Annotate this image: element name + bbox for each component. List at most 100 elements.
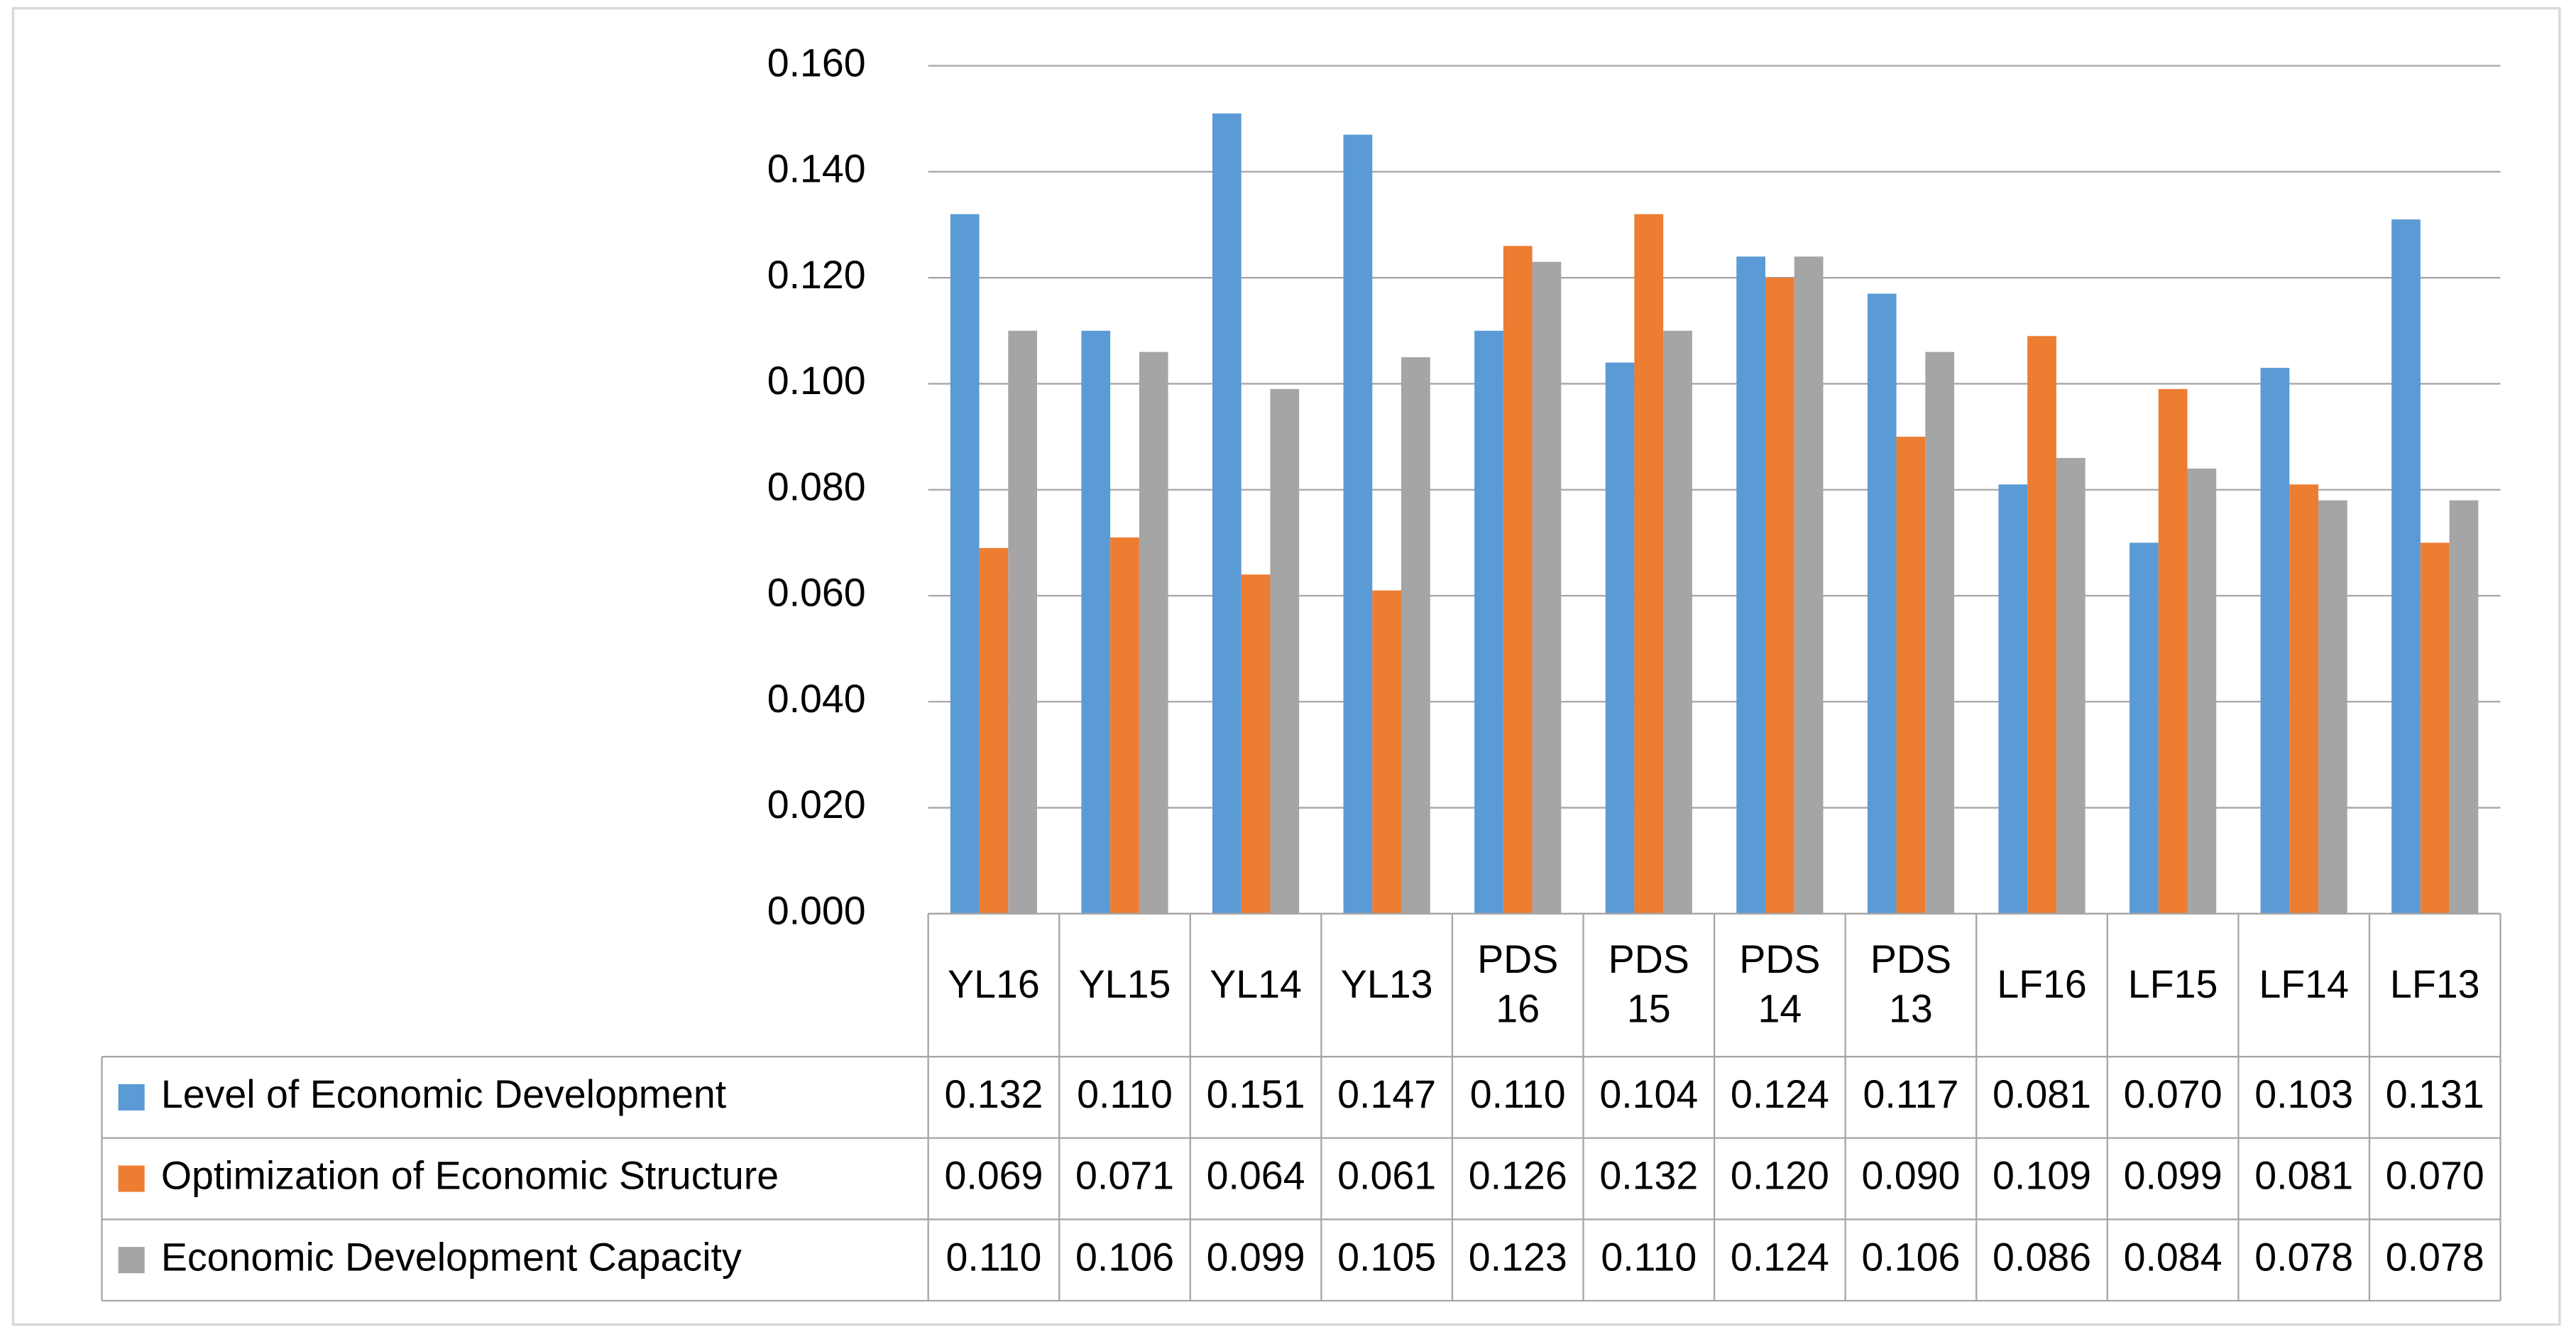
- x-tick-label: PDS15: [1608, 937, 1689, 1032]
- x-tick-cell: YL13: [1321, 914, 1452, 1057]
- legend-key: [118, 1084, 145, 1111]
- table-value: 0.081: [2254, 1154, 2353, 1198]
- bar: [1736, 256, 1766, 914]
- x-tick-label: PDS14: [1739, 937, 1821, 1032]
- bar: [1663, 330, 1692, 914]
- x-tick-wrap: LF14: [2238, 914, 2369, 1057]
- bar: [2056, 457, 2086, 914]
- x-tick-label: LF16: [1997, 962, 2087, 1007]
- bar: [1532, 261, 1562, 914]
- bar: [2318, 500, 2347, 914]
- x-tick-cell: PDS13: [1870, 937, 1952, 1032]
- y-tick-label: 0.120: [767, 253, 866, 297]
- bar: [1896, 437, 1926, 914]
- table-value: 0.086: [1993, 1235, 2091, 1279]
- table-value: 0.071: [1075, 1154, 1174, 1198]
- bar: [1270, 388, 1300, 914]
- x-tick-label: YL13: [1340, 962, 1433, 1007]
- x-tick-label: LF14: [2259, 962, 2349, 1007]
- table-value: 0.110: [1077, 1072, 1173, 1116]
- table-value: 0.081: [1993, 1072, 2091, 1116]
- y-tick-label: 0.140: [767, 147, 866, 191]
- table-value: 0.099: [1207, 1235, 1305, 1279]
- table-value: 0.124: [1731, 1072, 1829, 1116]
- x-tick-wrap: YL13: [1321, 914, 1452, 1057]
- x-tick-cell: LF15: [2127, 962, 2218, 1007]
- y-tick-label: 0.160: [767, 40, 866, 84]
- bar: [1503, 246, 1533, 914]
- x-tick-cell: YL16: [928, 914, 1060, 1057]
- bar: [2289, 484, 2319, 914]
- table-value: 0.070: [2124, 1072, 2223, 1116]
- bar: [2187, 468, 2217, 914]
- bar: [1008, 330, 1038, 914]
- bar: [1794, 256, 1824, 914]
- bar: [1241, 574, 1271, 914]
- bar: [1372, 590, 1402, 914]
- x-tick-label: LF15: [2127, 962, 2218, 1007]
- y-tick-label: 0.080: [767, 464, 866, 508]
- x-tick-cell: PDS14: [1739, 937, 1821, 1032]
- bar: [1634, 214, 1664, 914]
- table-value: 0.132: [1599, 1154, 1698, 1198]
- x-tick-cell: PDS16: [1477, 937, 1559, 1032]
- bar: [2449, 500, 2479, 914]
- table-value: 0.120: [1731, 1154, 1829, 1198]
- table-value: 0.070: [2386, 1154, 2484, 1198]
- table-value: 0.123: [1469, 1235, 1567, 1279]
- table-value: 0.117: [1863, 1072, 1959, 1116]
- x-tick-wrap: LF13: [2369, 914, 2501, 1057]
- bar: [1998, 484, 2028, 914]
- x-tick-wrap: YL16: [928, 914, 1060, 1057]
- table-value: 0.104: [1599, 1072, 1698, 1116]
- table-value: 0.109: [1993, 1154, 2091, 1198]
- legend-key: [118, 1165, 145, 1192]
- x-tick-label: YL14: [1210, 962, 1302, 1007]
- table-value: 0.126: [1469, 1154, 1567, 1198]
- bar: [1139, 351, 1168, 914]
- table-value: 0.103: [2254, 1072, 2353, 1116]
- bar: [1605, 362, 1635, 914]
- x-tick-label: YL16: [948, 962, 1040, 1007]
- bar: [1867, 293, 1897, 914]
- table-value: 0.147: [1337, 1072, 1436, 1116]
- x-tick-label: YL15: [1078, 962, 1171, 1007]
- table-value: 0.151: [1207, 1072, 1305, 1116]
- bar: [950, 214, 980, 914]
- x-tick-cell: LF16: [1976, 914, 2108, 1057]
- table-value: 0.132: [944, 1072, 1043, 1116]
- x-tick-wrap: YL15: [1059, 914, 1190, 1057]
- bar: [2420, 542, 2450, 914]
- x-tick-label: PDS16: [1477, 937, 1559, 1032]
- y-tick-label: 0.060: [767, 571, 866, 615]
- y-tick-label: 0.020: [767, 782, 866, 827]
- legend-key: [118, 1247, 145, 1274]
- x-tick-cell: LF14: [2238, 914, 2369, 1057]
- table-value: 0.084: [2124, 1235, 2223, 1279]
- legend-label: Optimization of Economic Structure: [161, 1154, 779, 1198]
- bar: [2130, 542, 2159, 914]
- bar: [1401, 357, 1430, 914]
- table-value: 0.124: [1731, 1235, 1829, 1279]
- y-tick-label: 0.000: [767, 889, 866, 933]
- x-tick-wrap: LF16: [1976, 914, 2108, 1057]
- x-tick-wrap: PDS15: [1584, 914, 1715, 1057]
- table-value: 0.105: [1337, 1235, 1436, 1279]
- table-value: 0.078: [2386, 1235, 2484, 1279]
- x-tick-label: LF13: [2389, 962, 2480, 1007]
- bar: [2260, 368, 2290, 914]
- bar: [1474, 330, 1503, 914]
- table-value: 0.131: [2386, 1072, 2484, 1116]
- bar: [2391, 219, 2421, 914]
- table-value: 0.069: [944, 1154, 1043, 1198]
- x-tick-cell: LF13: [2369, 914, 2501, 1057]
- table-value: 0.106: [1075, 1235, 1174, 1279]
- legend-label: Economic Development Capacity: [161, 1235, 742, 1279]
- table-value: 0.090: [1861, 1154, 1960, 1198]
- x-tick-label: PDS13: [1870, 937, 1952, 1032]
- legend-label: Level of Economic Development: [161, 1072, 727, 1116]
- table-value: 0.106: [1861, 1235, 1960, 1279]
- bar: [2158, 388, 2188, 914]
